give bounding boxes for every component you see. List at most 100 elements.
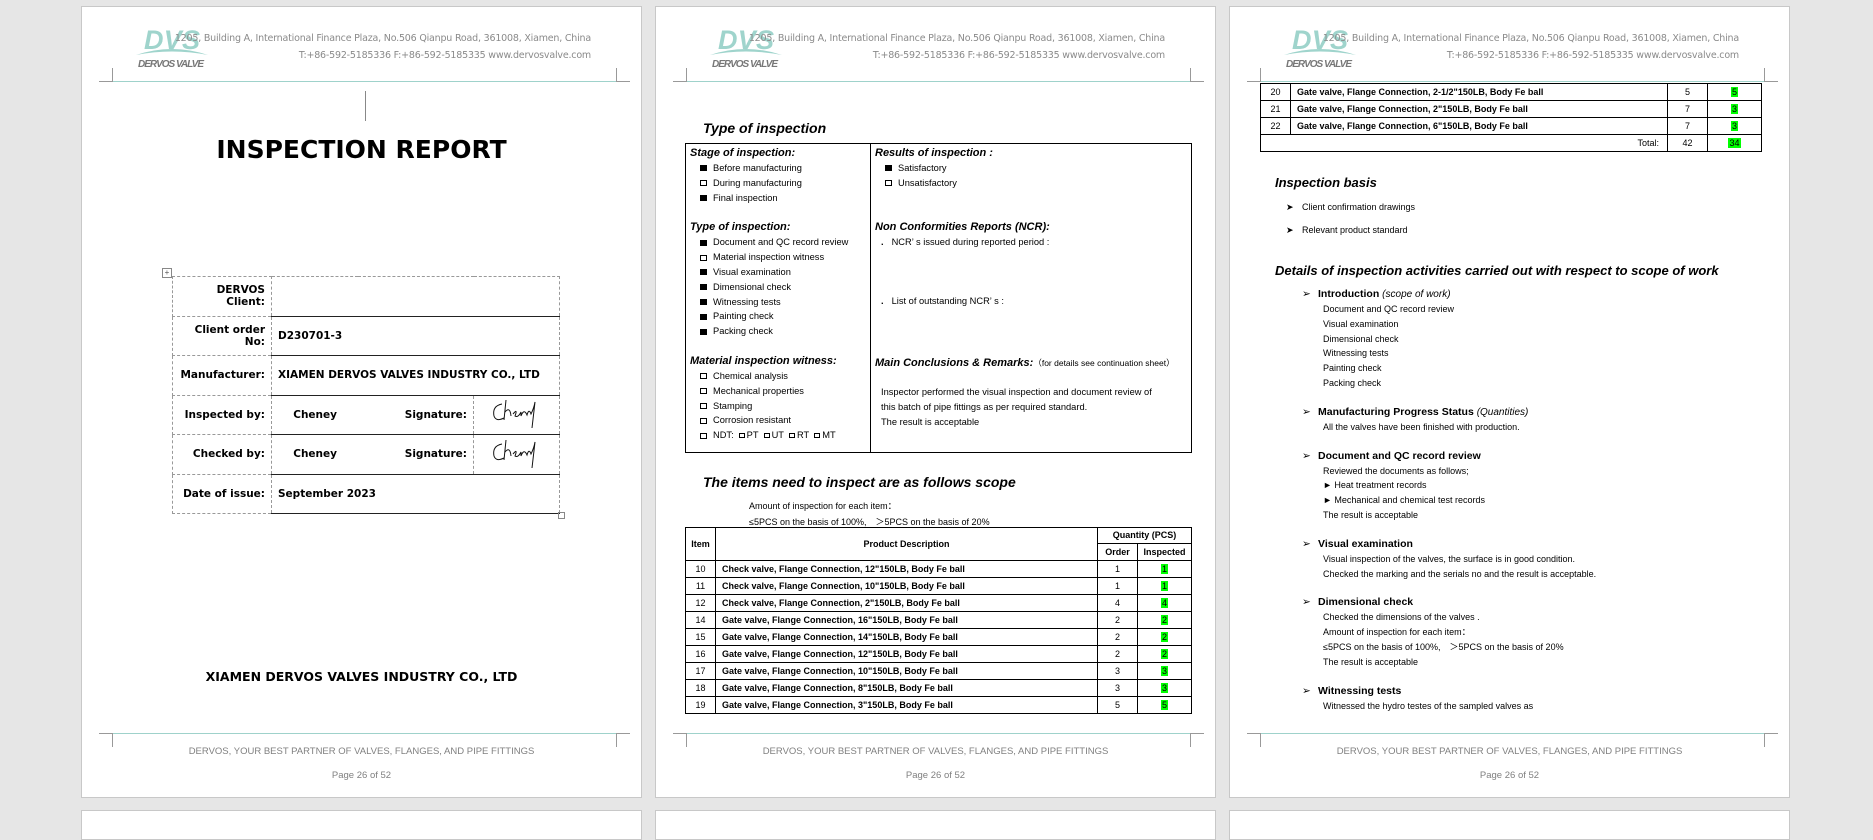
company-name: XIAMEN DERVOS VALVES INDUSTRY CO., LTD <box>205 669 518 684</box>
field-value: D230701-3 <box>271 315 560 356</box>
checkbox-item[interactable]: Painting check <box>686 309 870 324</box>
table-move-handle-icon[interactable]: + <box>162 268 172 278</box>
table-row: 22 Gate valve, Flange Connection, 6"150LB… <box>1260 117 1762 135</box>
checked-box-icon[interactable] <box>885 165 892 172</box>
order-cell: 2 <box>1097 610 1138 629</box>
margin-corner <box>1190 68 1204 82</box>
unchecked-box-icon[interactable] <box>738 433 745 439</box>
unchecked-box-icon[interactable] <box>700 417 707 424</box>
field-label: Checked by: <box>172 434 272 475</box>
detail-line: Reviewed the documents as follows; <box>1323 465 1469 476</box>
detail-line: Dimensional check <box>1323 333 1399 344</box>
checkbox-item[interactable]: Document and QC record review <box>686 235 870 250</box>
description-cell: Check valve, Flange Connection, 10"150LB… <box>715 576 1098 595</box>
order-cell: 5 <box>1667 83 1708 101</box>
item-cell: 20 <box>1260 83 1291 101</box>
column-header: Inspected <box>1137 542 1192 561</box>
detail-line: Witnessing tests <box>1323 348 1389 359</box>
table-resize-handle[interactable] <box>558 512 565 519</box>
unchecked-box-icon[interactable] <box>763 433 770 439</box>
page-number: Page 26 of 52 <box>1479 770 1540 781</box>
section-heading: Type of inspection <box>703 120 827 136</box>
inspected-cell: 1 <box>1160 563 1168 574</box>
field-label: Date of issue: <box>172 473 272 514</box>
item-cell: 10 <box>685 559 716 578</box>
checked-box-icon[interactable] <box>700 239 707 246</box>
arrow-bullet-icon: ➢ <box>1302 449 1311 462</box>
column-header: Product Description <box>715 527 1098 561</box>
detail-line: Witnessed the hydro testes of the sample… <box>1323 700 1534 711</box>
svg-text:DERVOS VALVE: DERVOS VALVE <box>138 59 204 70</box>
checkbox-item[interactable]: Chemical analysis <box>686 369 870 384</box>
total-label: Total: <box>1260 134 1668 152</box>
unchecked-box-icon[interactable] <box>700 180 707 187</box>
table-row: 10 Check valve, Flange Connection, 12"150… <box>685 559 1192 578</box>
detail-title: Dimensional check <box>1318 596 1414 609</box>
checkbox-item[interactable]: Dimensional check <box>686 280 870 295</box>
section-heading: The items need to inspect are as follows… <box>703 474 1016 490</box>
svg-text:DERVOS VALVE: DERVOS VALVE <box>712 59 778 70</box>
checkbox-item[interactable]: Corrosion resistant <box>686 413 870 428</box>
checked-box-icon[interactable] <box>700 298 707 305</box>
unchecked-box-icon[interactable] <box>814 433 821 439</box>
cover-info-table: DERVOS Client: Client order No: D230701-3 M… <box>172 276 560 514</box>
checkbox-item[interactable]: Stamping <box>686 399 870 414</box>
unchecked-box-icon[interactable] <box>700 373 707 380</box>
checkbox-item[interactable]: Before manufacturing <box>686 161 870 176</box>
checkbox-item[interactable]: Unsatisfactory <box>871 176 1191 191</box>
unchecked-box-icon[interactable] <box>700 432 707 439</box>
checkbox-item[interactable]: Mechanical properties <box>686 384 870 399</box>
order-cell: 1 <box>1097 559 1138 578</box>
text-cursor <box>365 91 366 121</box>
detail-line: Visual examination <box>1323 318 1399 329</box>
order-cell: 7 <box>1667 100 1708 118</box>
detail-line: Amount of inspection for each item： <box>1323 627 1471 638</box>
checkbox-item[interactable]: Final inspection <box>686 191 870 206</box>
group-title: Stage of inspection: <box>690 147 796 159</box>
checkbox-item[interactable]: Packing check <box>686 324 870 339</box>
checkbox-item[interactable]: Satisfactory <box>871 161 1191 176</box>
field-value: XIAMEN DERVOS VALVES INDUSTRY CO., LTD <box>271 355 560 396</box>
ndt-item[interactable]: NDT: PT UT RT MT <box>686 428 870 443</box>
checkbox-item[interactable]: Material inspection witness <box>686 250 870 265</box>
page-number: Page 26 of 52 <box>905 770 966 781</box>
info-row: Checked by: Cheney Signature: <box>172 434 560 475</box>
field-label: Client order No: <box>172 315 272 356</box>
detail-line: The result is acceptable <box>1323 656 1419 667</box>
checkbox-item[interactable]: During manufacturing <box>686 176 870 191</box>
arrow-bullet-icon: ➤ <box>1286 225 1294 235</box>
description-cell: Gate valve, Flange Connection, 3"150LB, … <box>715 695 1098 714</box>
item-cell: 14 <box>685 610 716 629</box>
detail-section: ➢ Visual examination Visual inspection of… <box>1302 537 1742 582</box>
checkbox-label: Chemical analysis <box>713 370 788 381</box>
conclusion-line: Inspector performed the visual inspectio… <box>881 386 1152 397</box>
header-contact: T:+86-592-5185336 F:+86-592-5185335 www.… <box>1446 50 1739 61</box>
checkbox-item[interactable]: Witnessing tests <box>686 295 870 310</box>
unchecked-box-icon[interactable] <box>700 388 707 395</box>
table-row: 17 Gate valve, Flange Connection, 10"150L… <box>685 661 1192 680</box>
checked-box-icon[interactable] <box>700 269 707 276</box>
unchecked-box-icon[interactable] <box>788 433 795 439</box>
checked-box-icon[interactable] <box>700 284 707 291</box>
detail-line: Painting check <box>1323 363 1382 374</box>
detail-title: Document and QC record review <box>1318 449 1481 462</box>
total-inspected: 34 <box>1728 138 1741 148</box>
table-row: 19 Gate valve, Flange Connection, 3"150LB… <box>685 695 1192 714</box>
header-address: 1205, Building A, International Finance … <box>1322 33 1739 44</box>
detail-line: ► Mechanical and chemical test records <box>1323 495 1485 506</box>
unchecked-box-icon[interactable] <box>700 402 707 409</box>
field-value: Cheney <box>271 434 359 475</box>
checked-box-icon[interactable] <box>700 313 707 320</box>
checked-box-icon[interactable] <box>700 328 707 335</box>
unchecked-box-icon[interactable] <box>700 254 707 261</box>
checked-box-icon[interactable] <box>700 165 707 172</box>
ncr-outstanding: List of outstanding NCR’ s : <box>891 296 1004 307</box>
checkbox-label: Mechanical properties <box>713 385 804 396</box>
item-cell: 19 <box>685 695 716 714</box>
next-page <box>1229 810 1790 840</box>
description-cell: Gate valve, Flange Connection, 12"150LB,… <box>715 644 1098 663</box>
unchecked-box-icon[interactable] <box>885 180 892 187</box>
checkbox-item[interactable]: Visual examination <box>686 265 870 280</box>
checked-box-icon[interactable] <box>700 194 707 201</box>
signature-image <box>473 394 560 435</box>
